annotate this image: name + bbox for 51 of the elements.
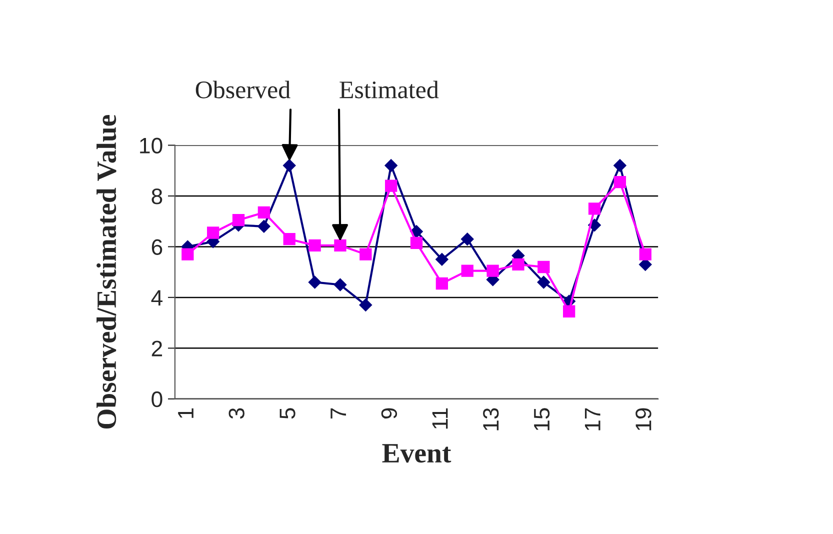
x-tick-label: 15 [534,408,550,430]
point [232,214,245,226]
point [206,226,220,239]
y-tick-label: 8 [152,188,162,204]
x-axis-title: Event [382,444,452,463]
point [436,252,448,266]
y-tick-label: 6 [152,239,162,255]
point [182,248,194,260]
point [360,248,372,260]
point [639,248,652,260]
point [384,159,398,172]
point [282,159,296,172]
y-tick-label: 0 [152,391,162,408]
point [614,176,626,188]
point [308,276,322,289]
point [410,236,423,249]
x-tick-label: 11 [432,408,448,429]
point [384,180,398,192]
y-tick-label: 4 [151,290,162,306]
point [512,258,524,271]
point [308,239,321,252]
point [359,298,372,312]
y-axis-title: Observed/Estimated Value [96,114,116,429]
point [410,225,423,238]
point [461,264,474,277]
x-tick-label: 19 [636,408,652,430]
x-tick-label: 5 [280,408,296,419]
x-tick-label: 3 [228,408,244,419]
y-tick-label: 2 [152,340,162,356]
annotation: Estimated [340,80,439,98]
point [258,220,270,233]
point [562,305,576,318]
point [614,159,626,172]
x-tick-label: 7 [330,408,346,418]
point [537,276,550,289]
point [638,258,652,271]
point [334,239,346,252]
point [334,278,347,292]
point [283,233,296,246]
x-tick-label: 9 [381,408,398,419]
point [538,260,550,274]
annotation: Observed [196,80,290,98]
point [460,232,474,246]
x-tick-label: 17 [584,408,600,430]
x-tick-label: 1 [178,408,194,418]
point [486,264,499,277]
point [436,277,448,290]
y-tick-label: 10 [140,138,162,154]
point [258,206,270,219]
x-tick-label: 13 [483,408,499,430]
point [588,202,601,215]
